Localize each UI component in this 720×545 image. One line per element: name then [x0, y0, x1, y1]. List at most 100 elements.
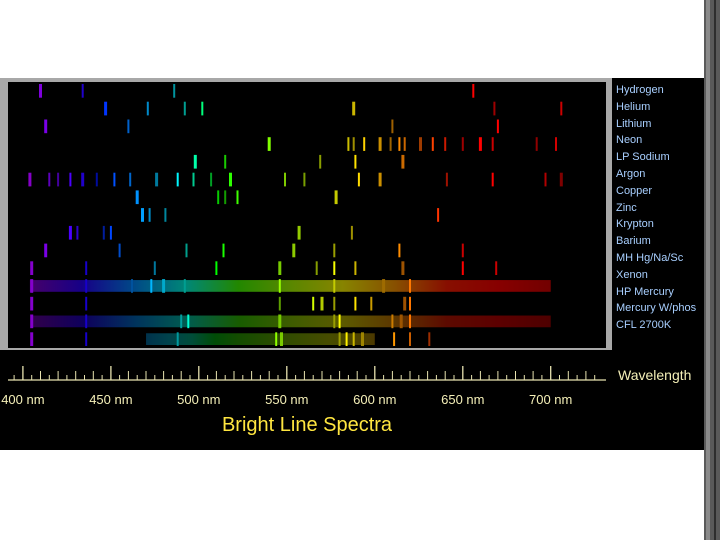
wavelength-axis-label: Wavelength [618, 367, 692, 383]
emission-line [535, 137, 538, 151]
emission-line [409, 296, 411, 311]
emission-line [333, 279, 336, 293]
spectra-figure: Hydrogen Helium Lithium Neon LP Sodium Argon C… [0, 78, 704, 450]
element-label: Barium [616, 235, 651, 248]
emission-line [57, 172, 60, 187]
element-label: Lithium [616, 117, 652, 130]
emission-line [215, 261, 218, 275]
emission-line [81, 172, 85, 187]
spectra-plot [8, 82, 606, 348]
emission-line [382, 279, 386, 293]
emission-line [401, 154, 405, 169]
emission-line [491, 172, 494, 187]
emission-line [44, 119, 48, 134]
element-label: CFL 2700K [616, 319, 672, 332]
emission-line [193, 154, 197, 169]
emission-line [44, 243, 48, 258]
emission-line [109, 225, 112, 240]
emission-line [312, 296, 315, 311]
emission-line [278, 261, 282, 275]
emission-line [85, 261, 88, 275]
emission-line [68, 225, 72, 240]
emission-line [113, 172, 116, 187]
emission-line [187, 314, 190, 329]
emission-line [183, 279, 186, 293]
emission-line [347, 137, 350, 151]
emission-line [69, 172, 72, 187]
emission-line [292, 243, 296, 258]
emission-line [146, 101, 149, 116]
emission-line [315, 261, 318, 275]
emission-line [150, 279, 153, 293]
emission-line [278, 314, 282, 329]
emission-line [185, 243, 188, 258]
emission-line [445, 172, 448, 187]
emission-line [173, 84, 176, 98]
emission-line [217, 190, 220, 205]
emission-line [30, 296, 34, 311]
emission-line [118, 243, 121, 258]
emission-line [201, 101, 204, 116]
emission-line [472, 84, 475, 98]
emission-line [30, 279, 34, 293]
emission-line [222, 243, 225, 258]
emission-line [76, 225, 79, 240]
figure-title: Bright Line Spectra [221, 414, 393, 436]
emission-line [303, 172, 306, 187]
emission-line [461, 261, 464, 275]
emission-line [129, 172, 132, 187]
emission-line [85, 279, 88, 293]
emission-line [28, 172, 32, 187]
continuum-band [29, 280, 551, 292]
emission-line [393, 332, 396, 346]
emission-line [267, 137, 271, 151]
element-label: Neon [616, 134, 643, 147]
emission-line [333, 243, 336, 258]
emission-line [409, 332, 411, 346]
emission-line [162, 279, 166, 293]
emission-line [333, 261, 336, 275]
emission-line [354, 296, 357, 311]
emission-line [48, 172, 51, 187]
continuum-band [146, 333, 375, 345]
emission-line [403, 296, 407, 311]
emission-line [183, 101, 186, 116]
emission-line [127, 119, 130, 134]
emission-line [478, 137, 482, 151]
emission-line [461, 243, 464, 258]
tick-label: 500 nm [177, 392, 221, 407]
spectra-lines [28, 84, 563, 346]
emission-line [399, 314, 403, 329]
emission-line [85, 314, 88, 329]
emission-line [39, 84, 42, 98]
emission-line [284, 172, 286, 187]
emission-line [224, 190, 227, 205]
emission-line [378, 172, 382, 187]
emission-line [319, 154, 322, 169]
emission-line [176, 172, 179, 187]
emission-line [419, 137, 422, 151]
element-label: Argon [616, 168, 646, 180]
tick-label: 700 nm [529, 392, 573, 407]
emission-line [95, 172, 98, 187]
element-label: Zinc [616, 201, 637, 214]
emission-line [398, 137, 401, 151]
wavelength-scale [8, 366, 606, 381]
element-label: MH Hg/Na/Sc [616, 252, 684, 264]
emission-line [555, 137, 557, 151]
element-label: LP Sodium [616, 151, 670, 164]
emission-line [102, 225, 105, 240]
emission-line [352, 137, 355, 151]
emission-line [85, 332, 88, 346]
emission-line [275, 332, 278, 346]
emission-line [409, 279, 411, 293]
tick-label: 400 nm [1, 392, 45, 407]
emission-line [496, 119, 499, 134]
emission-line [352, 101, 356, 116]
emission-line [428, 332, 431, 346]
emission-line [431, 137, 434, 151]
element-label: Helium [616, 100, 651, 113]
emission-line [131, 279, 133, 293]
emission-line [334, 190, 338, 205]
emission-line [297, 225, 301, 240]
